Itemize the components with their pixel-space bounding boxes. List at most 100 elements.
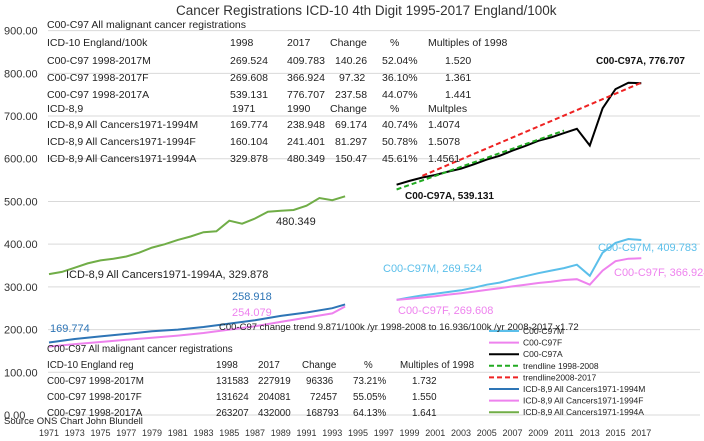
y-tick-label: 200.00	[4, 325, 38, 337]
y-tick-label: 800.00	[4, 68, 38, 80]
table-mid-cell: 329.878	[230, 153, 268, 165]
table-top-cell: 366.924	[287, 72, 325, 84]
table-bottom-col-label: ICD-10 England reg	[47, 360, 134, 371]
y-tick-label: 0.00	[4, 410, 25, 422]
y-tick-label: 600.00	[4, 154, 38, 166]
table-top-cell: 97.32	[339, 72, 366, 84]
y-tick-label: 900.00	[4, 26, 38, 38]
table-top-cell: 776.707	[287, 89, 325, 101]
y-tick-label: 500.00	[4, 196, 38, 208]
table-bottom-cell: 64.13%	[353, 408, 387, 419]
x-tick-label: 1979	[142, 428, 162, 438]
table-bottom-cell: 1.732	[412, 376, 437, 387]
data-label-c00-c97a-1998: C00-C97A, 539.131	[405, 191, 494, 202]
legend-label: C00-C97M	[523, 326, 564, 336]
data-label-icd89f-1994: 254.079	[232, 307, 272, 319]
table-bottom-col-1998: 1998	[216, 360, 238, 371]
series-line-c00-c97f	[396, 257, 642, 301]
x-tick-label: 2003	[451, 428, 471, 438]
table-mid-col-multiples: Multples	[428, 103, 468, 115]
table-top-row-label: C00-C97 1998-2017M	[47, 55, 151, 67]
x-tick-label: 1997	[374, 428, 394, 438]
table-top-cell: 44.07%	[382, 89, 418, 101]
series-line-icd-8-9-all-cancers1971-1994a	[48, 195, 346, 276]
table-mid-cell: 81.297	[335, 136, 368, 148]
table-mid-cell: 45.61%	[382, 153, 418, 165]
table-mid-row-label: ICD-8,9 All Cancers1971-1994F	[47, 136, 196, 148]
table-mid-cell: 50.78%	[382, 136, 418, 148]
x-tick-label: 1989	[271, 428, 291, 438]
table-top-cell: 52.04%	[382, 55, 418, 67]
table-mid-col-1990: 1990	[287, 103, 311, 115]
table-top-col-pct: %	[390, 37, 400, 49]
legend-label: ICD-8,9 All Cancers1971-1994F	[523, 396, 643, 406]
table-top-cell: 269.524	[230, 55, 268, 67]
x-tick-labels: 1971 1973 1975 1977 1979 1981 1983 1985 1987 1989…	[39, 428, 651, 438]
table-bottom-cell: 131583	[216, 376, 249, 387]
table-mid-cell: 238.948	[287, 119, 325, 131]
y-tick-label: 300.00	[4, 282, 38, 294]
x-tick-label: 1983	[193, 428, 213, 438]
table-top-row-label: C00-C97 1998-2017F	[47, 72, 149, 84]
series-line-c00-c97m	[396, 237, 642, 301]
table-bottom-col-multiples: Multiples of 1998	[400, 360, 475, 371]
data-label-c00-c97f-2017: C00-C97F, 366.924	[614, 267, 704, 279]
x-tick-label: 2007	[502, 428, 522, 438]
table-top-cell: 140.26	[335, 55, 368, 67]
table-mid-row-label: ICD-8,9 All Cancers1971-1994A	[47, 153, 197, 165]
table-mid-row-label: ICD-8,9 All Cancers1971-1994M	[47, 119, 199, 131]
table-bottom-heading: C00-C97 All malignant cancer registratio…	[47, 344, 233, 355]
table-top-cell: 269.608	[230, 72, 268, 84]
x-tick-label: 2001	[425, 428, 445, 438]
x-tick-label: 1975	[90, 428, 110, 438]
source-note: Source ONS Chart John Blundell	[4, 416, 143, 427]
table-bottom-row-label: C00-C97 1998-2017M	[47, 376, 144, 387]
table-bottom-col-2017: 2017	[258, 360, 280, 371]
x-tick-label: 1981	[168, 428, 188, 438]
table-mid-cell: 69.174	[335, 119, 368, 131]
legend-label: C00-C97A	[523, 349, 563, 359]
table-bottom-row-label: C00-C97 1998-2017A	[47, 408, 143, 419]
table-bottom-cell: 204081	[258, 392, 291, 403]
x-tick-label: 2015	[605, 428, 625, 438]
x-tick-label: 1971	[39, 428, 59, 438]
series-line-icd-8-9-all-cancers1971-1994m	[48, 303, 346, 344]
table-top-col-multiples: Multiples of 1998	[428, 37, 508, 49]
y-tick-label: 700.00	[4, 111, 38, 123]
y-tick-label: 400.00	[4, 239, 38, 251]
table-top-col-label: ICD-10 England/100k	[47, 37, 148, 49]
data-label-c00-c97m-1998: C00-C97M, 269.524	[383, 263, 483, 275]
x-tick-label: 2005	[477, 428, 497, 438]
table-top-cell: 409.783	[287, 55, 325, 67]
table-bottom-cell: 131624	[216, 392, 249, 403]
table-mid-cell: 40.74%	[382, 119, 418, 131]
table-mid-cell: 241.401	[287, 136, 325, 148]
x-tick-label: 2011	[554, 428, 573, 438]
grid	[48, 30, 700, 416]
table-top-cell: 539.131	[230, 89, 268, 101]
x-tick-label: 1999	[399, 428, 419, 438]
table-top-cell: 1.361	[445, 72, 472, 84]
table-bottom-cell: 1.641	[412, 408, 437, 419]
table-mid-cell: 1.5078	[428, 136, 461, 148]
x-tick-label: 1985	[219, 428, 239, 438]
series-line-icd-8-9-all-cancers1971-1994f	[48, 305, 346, 348]
legend-label: trendline 1998-2008	[523, 361, 599, 371]
x-tick-label: 1993	[322, 428, 342, 438]
series-lines	[48, 81, 642, 348]
data-label-icd89m-1994: 258.918	[232, 291, 272, 303]
y-tick-label: 100.00	[4, 367, 38, 379]
table-top-cell: 1.520	[445, 55, 472, 67]
data-label-icd89m-1971: 169.774	[50, 323, 90, 335]
trend-annotation: C00-C97 change trend 9.871/100k /yr 1998…	[219, 322, 579, 333]
x-tick-label: 1987	[245, 428, 265, 438]
table-bottom-col-pct: %	[364, 360, 373, 371]
chart-title: Cancer Registrations ICD-10 4th Digit 19…	[176, 3, 557, 18]
table-bottom-cell: 168793	[306, 408, 339, 419]
table-bottom-cell: 1.550	[412, 392, 437, 403]
table-top-cell: 237.58	[335, 89, 368, 101]
y-tick-labels: 0.00 100.00 200.00 300.00 400.00 500.00 600.00…	[4, 26, 38, 422]
table-top-col-2017: 2017	[287, 37, 311, 49]
